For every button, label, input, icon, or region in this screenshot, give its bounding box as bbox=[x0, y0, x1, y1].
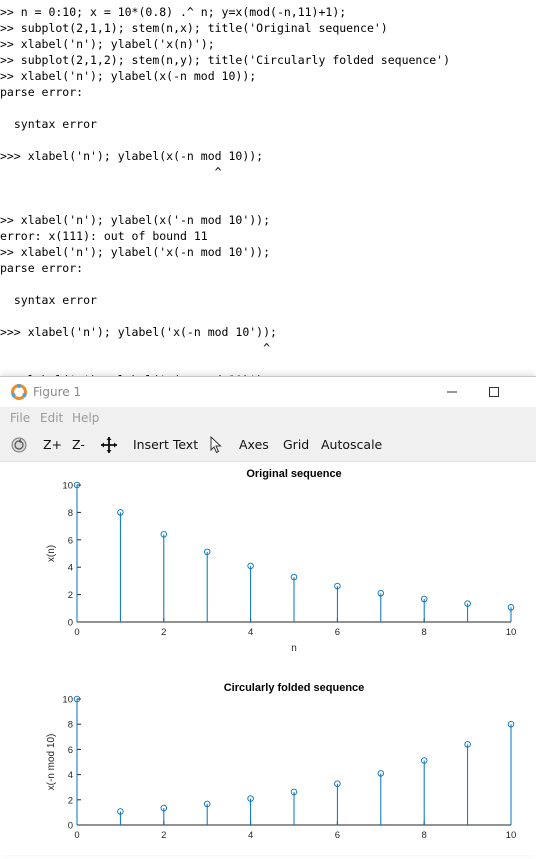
figure-window[interactable]: Figure 1 File Edit Help Z+ Z- Inser bbox=[0, 376, 536, 855]
stem-marker bbox=[464, 600, 471, 607]
stem-marker bbox=[377, 590, 385, 597]
stem-marker bbox=[160, 804, 168, 812]
terminal-console[interactable]: >> n = 0:10; x = 10*(0.8) .^ n; y=x(mod(… bbox=[0, 0, 536, 376]
console-line: >> xlabel('n'); ylabel('x(-n mod 10')); bbox=[0, 245, 271, 259]
stem-chart-1: Original sequence 0 2 4 6 8 10 0 2 4 6 8 10 n x(n) bbox=[46, 468, 516, 654]
figure-toolbar: Z+ Z- Insert Text Axes Grid Autoscale bbox=[0, 429, 536, 462]
y-axis-label: x(n) bbox=[46, 545, 57, 562]
figure-title-bar[interactable]: Figure 1 bbox=[0, 377, 536, 407]
stem-marker bbox=[117, 808, 124, 815]
axes-button[interactable]: Axes bbox=[239, 437, 269, 452]
x-tick-label: 8 bbox=[422, 830, 427, 841]
stem-marker bbox=[203, 800, 211, 808]
x-tick-label: 0 bbox=[74, 830, 79, 841]
stem-marker bbox=[420, 757, 428, 764]
console-line: >>> xlabel('n'); ylabel(x(-n mod 10)); bbox=[0, 149, 264, 163]
x-tick-label: 10 bbox=[506, 627, 517, 638]
console-line: ^ bbox=[0, 341, 271, 355]
y-tick-label: 4 bbox=[68, 770, 73, 781]
pan-move-icon bbox=[101, 437, 117, 453]
y-tick-label: 6 bbox=[68, 745, 73, 756]
rotate-icon bbox=[11, 437, 27, 453]
console-line: parse error: bbox=[0, 85, 84, 99]
stem-marker bbox=[507, 720, 515, 728]
console-line: >> subplot(2,1,2); stem(n,y); title('Cir… bbox=[0, 53, 451, 67]
stem-marker bbox=[290, 573, 298, 581]
y-tick-label: 0 bbox=[68, 821, 73, 832]
y-tick-label: 6 bbox=[68, 535, 73, 546]
autoscale-button[interactable]: Autoscale bbox=[321, 437, 383, 452]
x-tick-label: 2 bbox=[161, 830, 166, 841]
console-line: parse error: bbox=[0, 261, 84, 275]
x-axis-label: n bbox=[291, 643, 297, 654]
console-line: >>> xlabel('n'); ylabel('x(-n mod 10')); bbox=[0, 325, 277, 339]
y-tick-label: 4 bbox=[68, 563, 73, 574]
zoom-in-button[interactable]: Z+ bbox=[43, 437, 63, 452]
figure-menu-bar: File Edit Help bbox=[0, 407, 536, 429]
stem-marker bbox=[73, 481, 81, 489]
x-tick-label: 6 bbox=[335, 627, 340, 638]
x-tick-label: 10 bbox=[506, 830, 517, 841]
y-tick-label: 8 bbox=[68, 720, 73, 731]
menu-edit[interactable]: Edit bbox=[40, 411, 64, 425]
stem-marker bbox=[377, 770, 385, 777]
stem-marker bbox=[247, 795, 254, 802]
y-tick-label: 10 bbox=[62, 481, 73, 492]
console-line: >> subplot(2,1,1); stem(n,x); title('Ori… bbox=[0, 21, 388, 35]
x-tick-label: 4 bbox=[248, 627, 253, 638]
insert-text-button[interactable]: Insert Text bbox=[133, 437, 199, 452]
grid-button[interactable]: Grid bbox=[283, 437, 310, 452]
stem-chart-2: Circularly folded sequence 0 2 4 6 8 10 0 2 4 6 8 10… bbox=[46, 682, 516, 841]
select-button[interactable] bbox=[209, 435, 223, 454]
figure-canvas[interactable]: Original sequence 0 2 4 6 8 10 0 2 4 6 8 10 n x(n) Circ… bbox=[0, 462, 536, 855]
console-line: >> xlabel('n'); ylabel(x(-n mod 10)); bbox=[0, 69, 257, 83]
y-tick-label: 8 bbox=[68, 508, 73, 519]
stem-marker bbox=[203, 548, 211, 556]
maximize-icon bbox=[489, 387, 499, 397]
zoom-out-button[interactable]: Z- bbox=[72, 437, 85, 452]
stem-marker bbox=[507, 604, 515, 611]
y-tick-label: 2 bbox=[68, 795, 73, 806]
stem-marker bbox=[334, 780, 341, 787]
figure-window-title: Figure 1 bbox=[33, 385, 82, 399]
console-line: >> n = 0:10; x = 10*(0.8) .^ n; y=x(mod(… bbox=[0, 5, 347, 19]
console-line: syntax error bbox=[0, 293, 97, 307]
y-tick-label: 2 bbox=[68, 590, 73, 601]
minimize-button[interactable] bbox=[438, 380, 466, 404]
console-line: >> xlabel('n'); ylabel('x(n)'); bbox=[0, 37, 215, 51]
chart-title: Original sequence bbox=[246, 468, 341, 480]
x-tick-label: 4 bbox=[248, 830, 253, 841]
x-tick-label: 8 bbox=[422, 627, 427, 638]
menu-help[interactable]: Help bbox=[72, 411, 100, 425]
x-tick-label: 0 bbox=[74, 627, 79, 638]
chart-title: Circularly folded sequence bbox=[224, 682, 365, 694]
octave-logo-icon bbox=[11, 384, 27, 400]
console-line: syntax error bbox=[0, 117, 97, 131]
console-line: error: x(111): out of bound 11 bbox=[0, 229, 208, 243]
menu-file[interactable]: File bbox=[10, 411, 31, 425]
console-line: ^ bbox=[0, 165, 222, 179]
stem-marker bbox=[464, 741, 471, 748]
console-line: >> xlabel('n'); ylabel('x(-n mod 10)'); bbox=[0, 372, 270, 376]
stem-marker bbox=[160, 531, 168, 538]
pan-button[interactable] bbox=[100, 436, 118, 454]
rotate-button[interactable] bbox=[10, 436, 28, 454]
stem-marker bbox=[420, 595, 428, 603]
y-tick-label: 10 bbox=[62, 695, 73, 706]
y-axis-label: x(-n mod 10) bbox=[46, 734, 57, 791]
pointer-icon bbox=[210, 435, 222, 454]
maximize-button[interactable] bbox=[480, 380, 508, 404]
stem-marker bbox=[73, 695, 81, 703]
minimize-icon bbox=[447, 391, 457, 393]
stem-marker bbox=[290, 788, 298, 796]
stem-marker bbox=[117, 509, 124, 516]
x-tick-label: 6 bbox=[335, 830, 340, 841]
stem-marker bbox=[247, 562, 254, 570]
stem-marker bbox=[334, 582, 341, 590]
figure-plots: Original sequence 0 2 4 6 8 10 0 2 4 6 8 10 n x(n) Circ… bbox=[46, 468, 516, 841]
x-tick-label: 2 bbox=[161, 627, 166, 638]
y-tick-label: 0 bbox=[68, 618, 73, 629]
console-line: >> xlabel('n'); ylabel(x('-n mod 10')); bbox=[0, 213, 271, 227]
